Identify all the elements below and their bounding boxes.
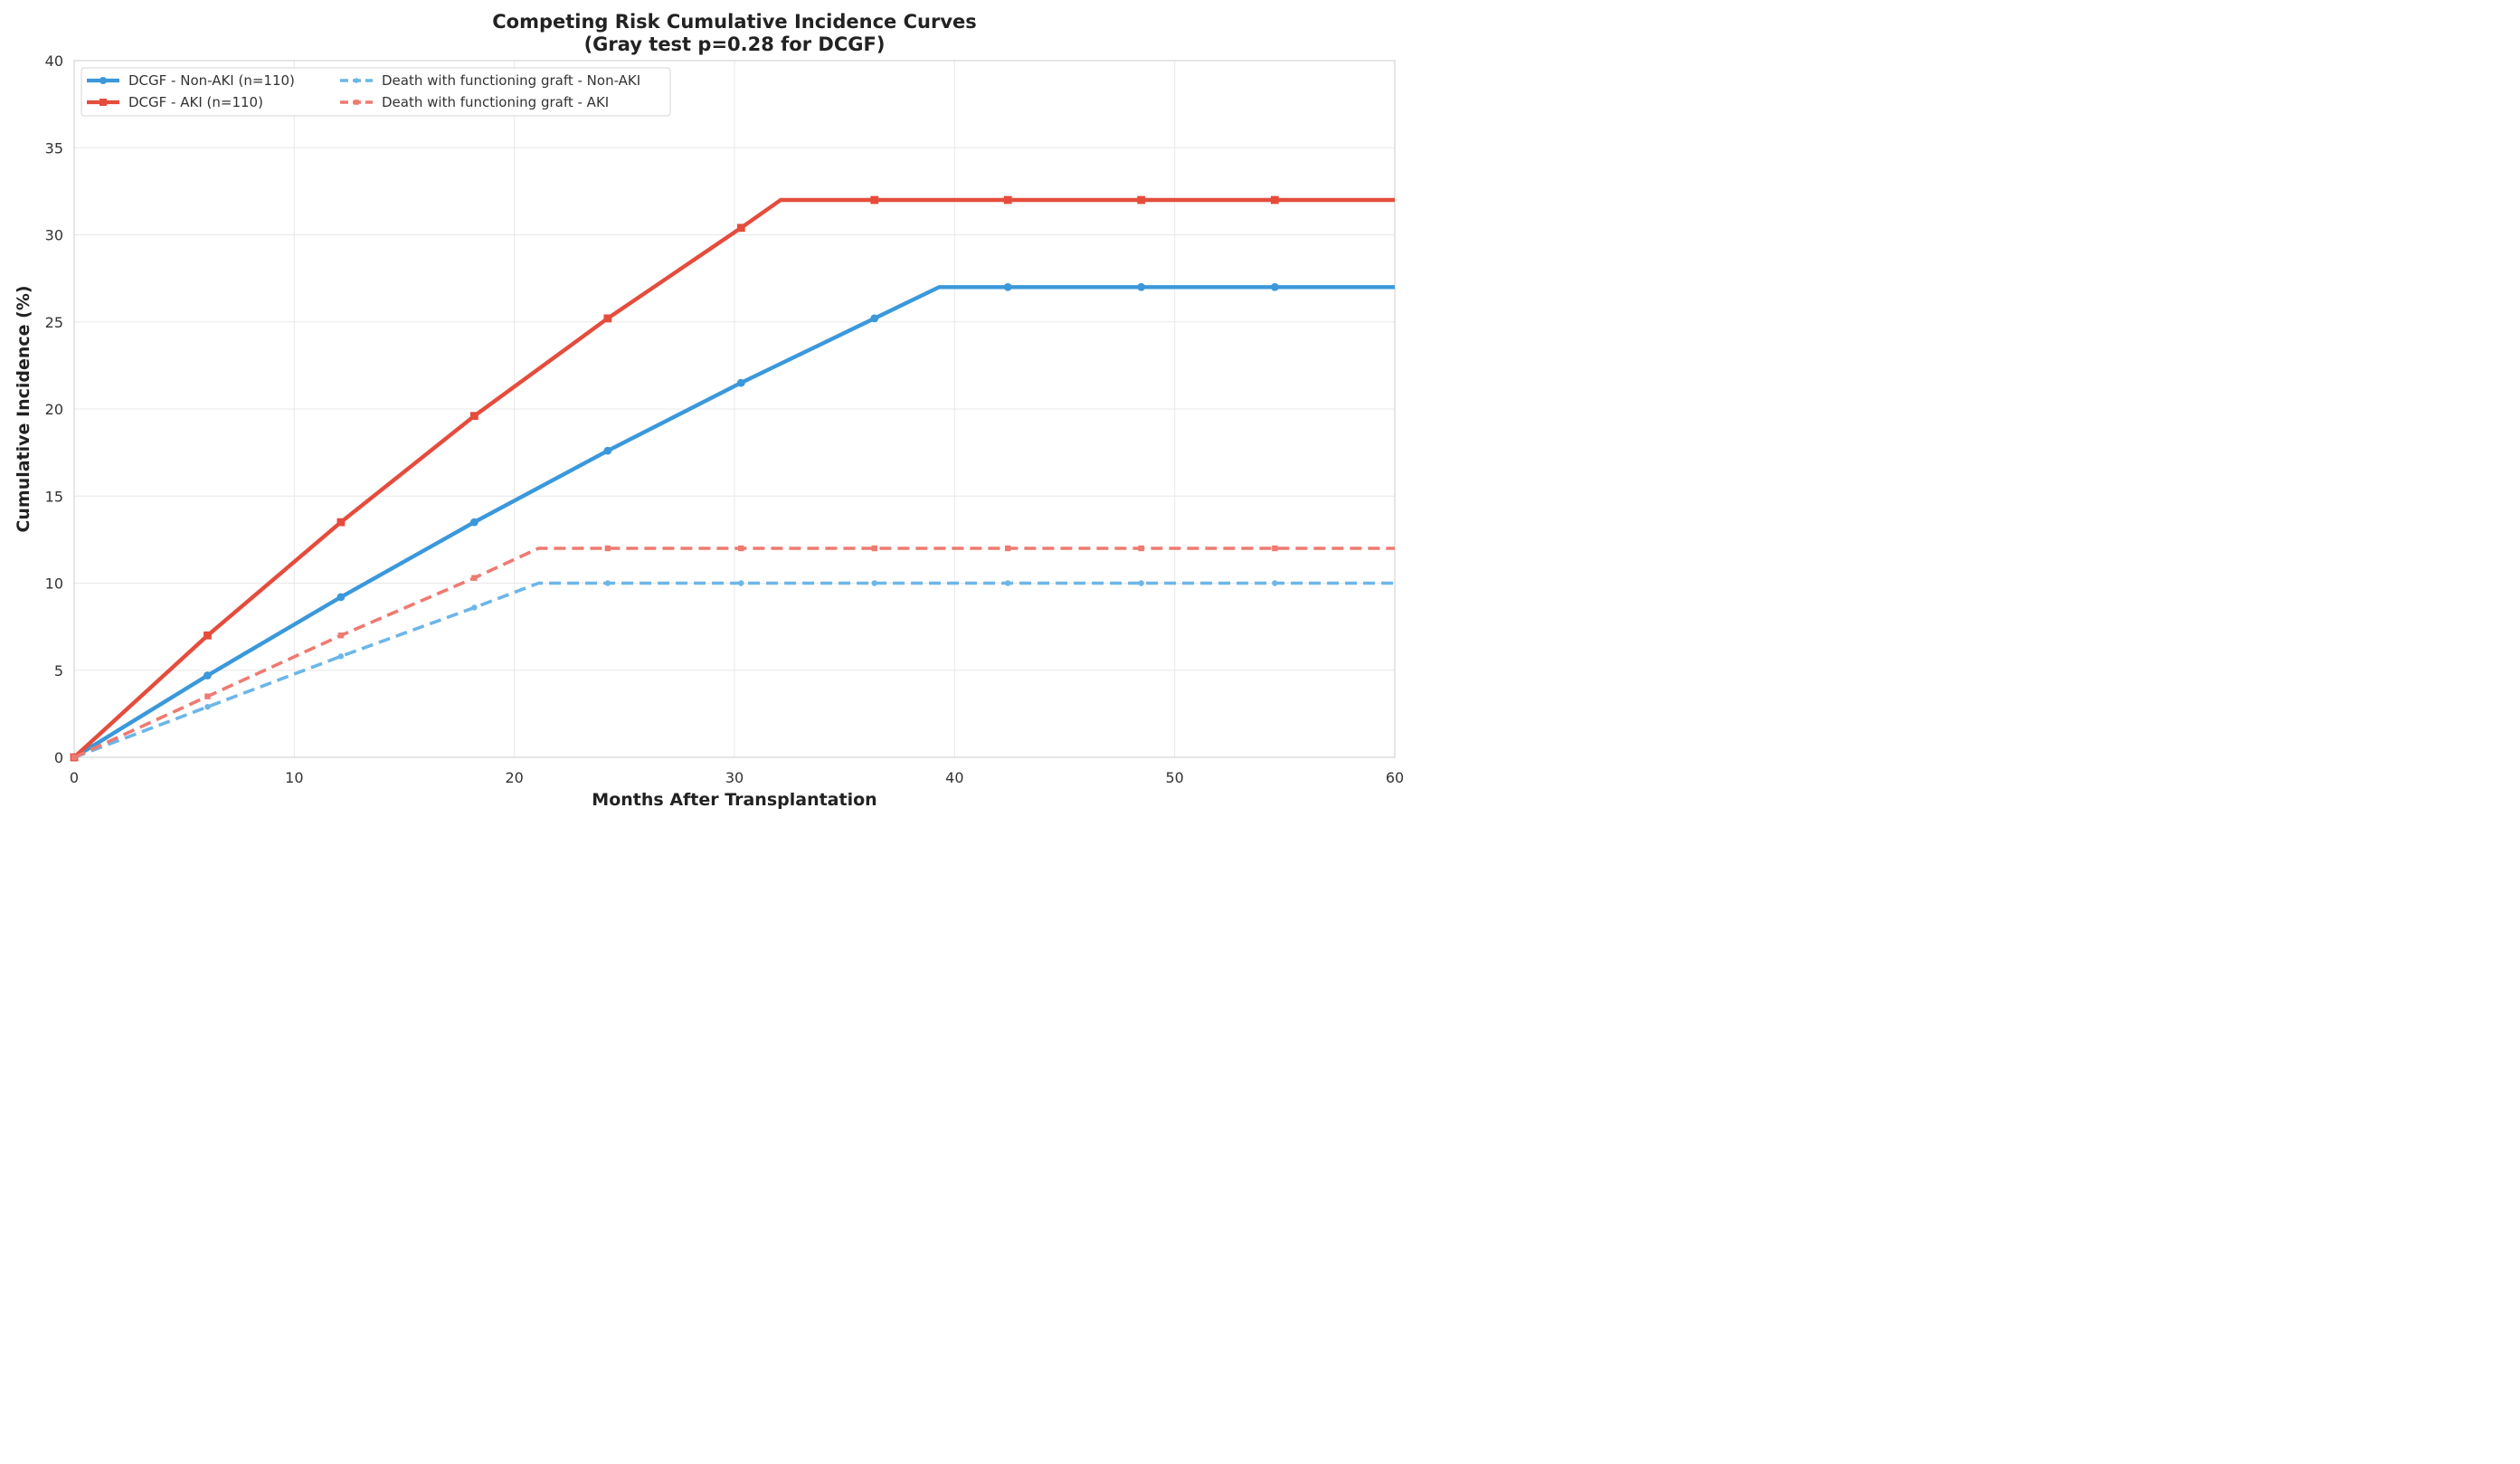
y-tick-label: 25 [45,314,63,331]
legend-entries: DCGF - Non-AKI (n=110) DCGF - AKI (n=110)… [87,72,640,110]
data-point [1138,580,1144,586]
data-point [1005,545,1011,552]
data-point [1270,282,1279,291]
data-point [471,575,478,581]
data-point [738,545,744,552]
data-point [1137,195,1146,204]
x-tick-label: 40 [945,769,963,786]
series-line [73,581,1395,759]
legend-entry-2: DCGF - AKI (n=110) [87,94,263,110]
legend-entry-3: Death with functioning graft - Non-AKI [340,72,640,89]
y-tick-label: 5 [54,662,63,680]
data-point [871,580,877,586]
series-line [72,285,1395,759]
data-point [204,693,211,699]
data-point [336,518,346,527]
chart-subtitle: (Gray test p=0.28 for DCGF) [584,33,886,55]
legend-box [81,67,671,117]
data-point [870,314,879,323]
data-point [736,378,745,387]
legend-label: Death with functioning graft - AKI [382,94,609,110]
y-tick-label: 15 [45,488,63,505]
legend-entry-1: DCGF - Non-AKI (n=110) [87,72,295,89]
legend-label: DCGF - Non-AKI (n=110) [128,72,295,89]
legend-swatch-marker [99,99,107,106]
legend-label: Death with functioning graft - Non-AKI [382,72,640,89]
chart-title: Competing Risk Cumulative Incidence Curv… [492,11,977,33]
y-tick-label: 30 [45,227,63,244]
data-point [604,580,611,586]
series-3 [71,580,1395,761]
x-tick-label: 60 [1386,769,1404,786]
series-line [72,197,1395,759]
data-point [1272,545,1278,552]
y-tick-label: 10 [45,575,63,593]
data-point [1003,282,1012,291]
data-point [1005,580,1011,586]
data-point [337,632,345,639]
x-axis-title: Months After Transplantation [592,790,876,810]
data-point [604,545,611,552]
data-point [1003,195,1012,204]
data-point [603,446,612,455]
legend-entry-4: Death with functioning graft - AKI [340,94,609,110]
legend-swatch-marker [99,77,107,84]
data-point [469,518,478,527]
data-point [1270,195,1279,204]
data-point [736,223,745,233]
data-point [1272,580,1278,586]
data-point [337,653,345,660]
y-tick-label: 0 [54,749,63,766]
y-tick-label: 35 [45,139,63,157]
data-point [870,195,879,204]
data-point [871,545,877,552]
legend-swatch-marker [354,78,359,83]
x-tick-label: 10 [285,769,303,786]
data-point [204,703,211,710]
x-tick-label: 50 [1165,769,1183,786]
axis-layer: 0 10 20 30 40 50 60 0 5 10 15 20 25 30 35 40 [45,52,1405,786]
data-point [1138,545,1144,552]
legend-label: DCGF - AKI (n=110) [128,94,263,110]
legend: DCGF - Non-AKI (n=110) DCGF - AKI (n=110)… [81,67,671,117]
data-point [738,580,744,586]
legend-swatch-marker [354,100,359,105]
data-point [471,604,478,611]
series-4 [71,545,1395,761]
x-tick-label: 20 [505,769,523,786]
plot-frame [73,60,1396,758]
data-point [336,593,346,602]
data-point [204,631,212,640]
chart-svg: 0 10 20 30 40 50 60 0 5 10 15 20 25 30 35 40 Competing … [0,0,1415,818]
data-point [71,754,78,761]
data-point [1137,282,1146,291]
y-tick-label: 40 [45,52,63,70]
x-tick-label: 30 [725,769,744,786]
series-layer [70,195,1395,762]
data-point [603,314,612,323]
data-point [204,671,212,680]
y-tick-label: 20 [45,401,63,418]
data-point [469,412,478,421]
chart-figure: 0 10 20 30 40 50 60 0 5 10 15 20 25 30 35 40 Competing … [0,0,1415,818]
y-axis-title: Cumulative Incidence (%) [14,285,33,532]
x-tick-label: 0 [70,769,79,786]
